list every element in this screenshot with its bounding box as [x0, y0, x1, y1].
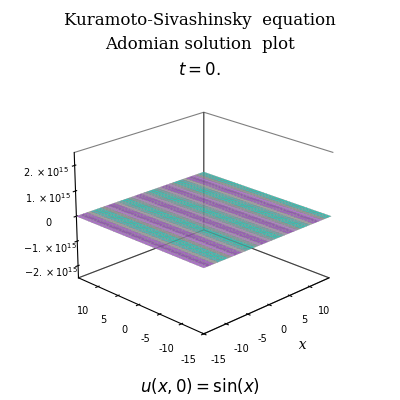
Text: $t=0.$: $t=0.$ [178, 62, 222, 79]
X-axis label:   x: x [290, 338, 307, 352]
Text: $u(x,0)=\sin(x)$: $u(x,0)=\sin(x)$ [140, 376, 260, 396]
Text: Adomian solution  plot: Adomian solution plot [105, 36, 295, 53]
Text: Kuramoto-Sivashinsky  equation: Kuramoto-Sivashinsky equation [64, 12, 336, 29]
